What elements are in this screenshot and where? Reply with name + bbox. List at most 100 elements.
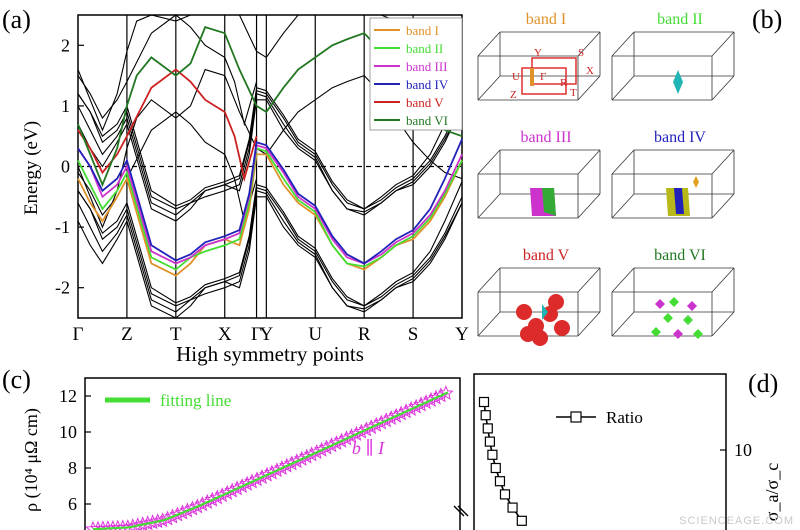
kpoint-tick-label: T [170,324,182,345]
ratio-ylabel: σ_a/σ_c [762,463,782,521]
fermi-pocket [542,188,556,216]
resistivity-tick-label: 8 [68,458,77,478]
panel-label-a: (a) [2,5,31,34]
background-band-line [77,90,463,210]
kpoint-tick-label: U [308,324,322,345]
fermi-pocket [693,176,699,188]
kpoint-tick-label: Z [121,324,133,345]
band-legend [369,17,463,131]
brillouin-zone-edge [611,193,635,219]
ratio-data-point [490,462,501,474]
brillouin-zone-edge [577,75,601,101]
kpoint-tick-label: Γ [251,324,262,345]
fermi-surface-title: band I [526,11,566,28]
bz-point-label: X [586,65,594,77]
ratio-data-point [484,436,495,447]
brillouin-zone-edge [477,75,501,101]
band-line [77,68,258,183]
brillouin-zone-edge [611,149,635,175]
fermi-surface-title: band II [657,11,703,28]
fermi-pocket [554,320,570,336]
ratio-data-point [499,489,511,500]
brillouin-zone-edge [611,267,635,293]
ratio-data-point [480,410,491,421]
resistivity-tick-label: 10 [59,422,77,442]
ratio-data-point [507,502,518,513]
brillouin-zone-edge [577,149,601,175]
ratio-plot: 10 Ratio [473,373,752,530]
brillouin-zone-edge [611,311,635,337]
ratio-tick-label: 10 [734,440,752,460]
resistivity-data-point [437,385,454,401]
resistivity-data-point [104,519,121,530]
bz-point-label: S [578,47,584,59]
background-band-line [77,196,463,319]
band-line [77,153,463,277]
fermi-surface-title: band V [523,247,570,264]
kpoint-tick-label: Γ [73,324,84,345]
brillouin-zone-edge [711,193,735,219]
legend-entry: band V [406,95,444,110]
resistivity-data-point [100,520,116,530]
energy-tick-label: -1 [55,217,70,237]
energy-tick-label: -2 [55,278,70,298]
ratio-legend-label: Ratio [606,408,643,427]
axis-break-mark [453,505,465,517]
brillouin-zone-edge [611,75,635,101]
resistivity-ylabel: ρ (10⁴ μΩ cm) [21,408,42,512]
brillouin-zone-edge [477,311,501,337]
fermi-pocket [693,329,703,339]
resistivity-annotation: b ∥ I [352,438,385,458]
legend-entry: band II [406,41,443,56]
inner-bz-outline [531,57,577,85]
brillouin-zone-edge [477,267,501,293]
fermi-pocket [687,301,697,311]
bz-point-label: U [512,71,520,83]
fermi-pocket [683,315,693,325]
resistivity-tick-label: 12 [59,386,77,406]
ratio-data-point [487,449,498,460]
background-band-line [77,84,463,210]
ratio-data-point [482,423,493,434]
resistivity-plot: 6 8 10 12 fitting line b ∥ I [59,377,469,530]
bz-point-label: T [570,87,577,99]
background-band-line [77,186,463,307]
band-line [77,138,463,265]
kpoint-tick-label: Y [259,324,273,345]
band-structure-xlabel: High symmetry points [176,342,364,366]
ratio-data-point [516,515,527,526]
energy-tick-label: 2 [61,35,70,55]
background-band-line [77,93,463,216]
fermi-pocket [548,294,564,310]
kpoint-tick-label: S [408,324,419,345]
fermi-pocket [530,68,534,86]
bz-point-label: Y [534,47,542,59]
fermi-pocket [663,313,673,323]
resistivity-data-point [109,519,126,530]
legend-entry: band I [406,23,439,38]
legend-entry: band IV [406,77,449,92]
fermi-pocket [673,329,683,339]
ratio-legend-marker [570,411,582,423]
brillouin-zone-edge [711,75,735,101]
fermi-pocket [673,70,683,94]
fermi-pocket [674,188,684,214]
resistivity-tick-label: 6 [68,494,77,514]
background-band-line [77,190,463,313]
panel-label-d: (d) [748,369,778,398]
panel-label-b: (b) [752,5,782,34]
brillouin-zone-edge [611,31,635,57]
brillouin-zone-edge [577,31,601,57]
resistivity-data-point [90,520,106,530]
axis-break-mark [457,505,469,517]
ratio-data-point [478,396,490,408]
ratio-frame [473,373,727,530]
bz-point-label: Z [510,89,517,101]
resistivity-data-point [149,513,166,529]
brillouin-zone-edge [711,267,735,293]
brillouin-zone-edge [577,311,601,337]
energy-tick-label: 0 [61,157,70,177]
